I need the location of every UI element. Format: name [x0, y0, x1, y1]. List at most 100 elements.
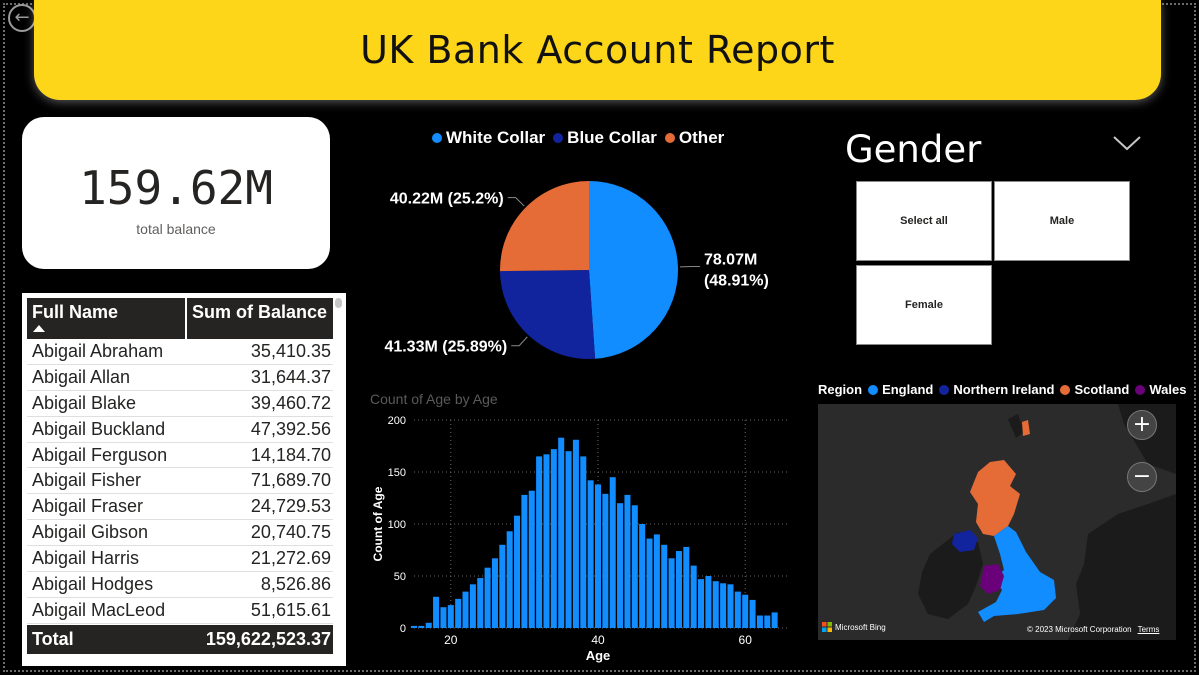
table-row[interactable]: Abigail Blake 39,460.72 — [27, 391, 333, 417]
histogram-bar[interactable] — [653, 534, 660, 628]
legend-dot — [939, 384, 950, 395]
histogram-bar[interactable] — [617, 503, 624, 628]
table-header: Full Name Sum of Balance — [27, 298, 333, 339]
histogram-bar[interactable] — [514, 515, 521, 628]
region-map[interactable] — [818, 404, 1176, 640]
table-row[interactable]: Abigail Buckland 47,392.56 — [27, 417, 333, 443]
histogram-bar[interactable] — [580, 456, 587, 628]
cell-name: Abigail Harris — [32, 548, 140, 569]
histogram-bar[interactable] — [521, 494, 528, 628]
legend-item-blue-collar[interactable]: Blue Collar — [553, 128, 657, 148]
histogram-bar[interactable] — [771, 612, 778, 628]
histogram-bar[interactable] — [484, 567, 491, 628]
pie-chart: 78.07M (48.91%) 41.33M (25.89%) 40.22M (25.… — [360, 160, 800, 390]
land-ireland — [918, 532, 983, 619]
histogram-bar[interactable] — [594, 484, 602, 628]
table-row[interactable]: Abigail Harris 21,272.69 — [27, 546, 333, 573]
land-iceland-fragments — [1008, 414, 1024, 438]
histogram-bar[interactable] — [624, 494, 631, 628]
slicer-option-male[interactable]: Male — [994, 181, 1130, 261]
histogram-bar[interactable] — [565, 451, 572, 628]
histogram-bar[interactable] — [639, 524, 646, 628]
legend-item-england[interactable]: England — [868, 382, 933, 397]
slicer-option-select-all[interactable]: Select all — [856, 181, 992, 261]
legend-item-white-collar[interactable]: White Collar — [432, 128, 545, 148]
histogram-bar[interactable] — [749, 599, 756, 628]
histogram-bar[interactable] — [433, 596, 440, 628]
histogram-bar[interactable] — [675, 551, 682, 628]
legend-item-scotland[interactable]: Scotland — [1060, 382, 1129, 397]
legend-item-northern-ireland[interactable]: Northern Ireland — [939, 382, 1054, 397]
histogram-bar[interactable] — [698, 579, 705, 628]
table-row[interactable]: Abigail MacLeod 51,615.61 — [27, 598, 333, 624]
legend-item-wales[interactable]: Wales — [1135, 382, 1186, 397]
histogram-bar[interactable] — [572, 439, 579, 628]
cell-balance: 24,729.53 — [250, 496, 331, 517]
legend-dot — [553, 133, 564, 143]
histogram-bar[interactable] — [506, 531, 513, 628]
histogram-bar[interactable] — [543, 454, 550, 628]
y-tick-label: 100 — [388, 519, 406, 531]
histogram-bar[interactable] — [764, 615, 771, 628]
column-header-sum-of-balance[interactable]: Sum of Balance — [187, 298, 333, 339]
microsoft-logo-icon — [822, 622, 832, 632]
pie-slice-blue-collar[interactable] — [500, 270, 596, 359]
histogram-bar[interactable] — [720, 583, 727, 628]
legend-item-other[interactable]: Other — [664, 128, 724, 148]
histogram-bar[interactable] — [668, 558, 675, 628]
histogram-bar[interactable] — [469, 584, 476, 628]
chevron-down-icon[interactable] — [1112, 132, 1142, 152]
back-arrow-icon[interactable]: ← — [8, 4, 36, 32]
cell-name: Abigail Fisher — [32, 470, 142, 491]
pie-slice-white-collar[interactable] — [589, 181, 679, 359]
table-body[interactable]: Abigail Abraham 35,410.35 Abigail Allan 31… — [27, 339, 333, 625]
histogram-bar[interactable] — [447, 605, 454, 628]
zoom-out-button[interactable]: − — [1127, 462, 1157, 492]
histogram-bar[interactable] — [609, 477, 616, 628]
pie-slice-other[interactable] — [500, 181, 589, 272]
table-row[interactable]: Abigail Ferguson 14,184.70 — [27, 443, 333, 469]
table-scrollbar[interactable] — [335, 298, 342, 308]
histogram-bar[interactable] — [418, 625, 425, 628]
histogram-bar[interactable] — [455, 598, 462, 628]
histogram-bar[interactable] — [712, 581, 719, 628]
histogram-bar[interactable] — [477, 578, 484, 628]
table-row[interactable]: Abigail Allan 31,644.37 — [27, 365, 333, 391]
histogram-bar[interactable] — [742, 594, 749, 628]
histogram-bar[interactable] — [440, 607, 447, 628]
cell-balance: 31,644.37 — [250, 366, 331, 387]
terms-link[interactable]: Terms — [1137, 625, 1160, 634]
region-england — [978, 526, 1056, 622]
histogram-bar[interactable] — [462, 591, 469, 628]
histogram-bar[interactable] — [646, 538, 653, 628]
title-banner: UK Bank Account Report — [34, 0, 1161, 100]
pie-legend: White Collar Blue Collar Other — [432, 128, 724, 148]
histogram-bar[interactable] — [690, 565, 697, 628]
slicer-option-female[interactable]: Female — [856, 265, 992, 345]
histogram-bar[interactable] — [756, 615, 763, 628]
table-row[interactable]: Abigail Fraser 24,729.53 — [27, 494, 333, 521]
histogram-bar[interactable] — [683, 546, 690, 628]
histogram-bar[interactable] — [631, 505, 638, 628]
histogram-bar[interactable] — [491, 558, 498, 628]
histogram-bar[interactable] — [410, 625, 418, 628]
column-header-full-name[interactable]: Full Name — [27, 298, 187, 339]
histogram-bar[interactable] — [536, 456, 543, 628]
histogram-bar[interactable] — [661, 544, 668, 628]
histogram-bar[interactable] — [528, 490, 535, 628]
histogram-bar[interactable] — [558, 437, 565, 628]
zoom-in-button[interactable]: + — [1127, 410, 1157, 440]
histogram-bar[interactable] — [727, 584, 734, 628]
histogram-bar[interactable] — [602, 493, 609, 628]
table-row[interactable]: Abigail Abraham 35,410.35 — [27, 339, 333, 365]
table-row[interactable]: Abigail Fisher 71,689.70 — [27, 468, 333, 495]
legend-label: Blue Collar — [567, 128, 657, 147]
histogram-bar[interactable] — [550, 449, 557, 628]
histogram-bar[interactable] — [705, 576, 712, 628]
histogram-bar[interactable] — [587, 480, 594, 628]
histogram-bar[interactable] — [499, 544, 506, 628]
histogram-bar[interactable] — [734, 591, 741, 628]
table-row[interactable]: Abigail Hodges 8,526.86 — [27, 572, 333, 598]
histogram-bar[interactable] — [425, 622, 432, 628]
table-row[interactable]: Abigail Gibson 20,740.75 — [27, 520, 333, 547]
